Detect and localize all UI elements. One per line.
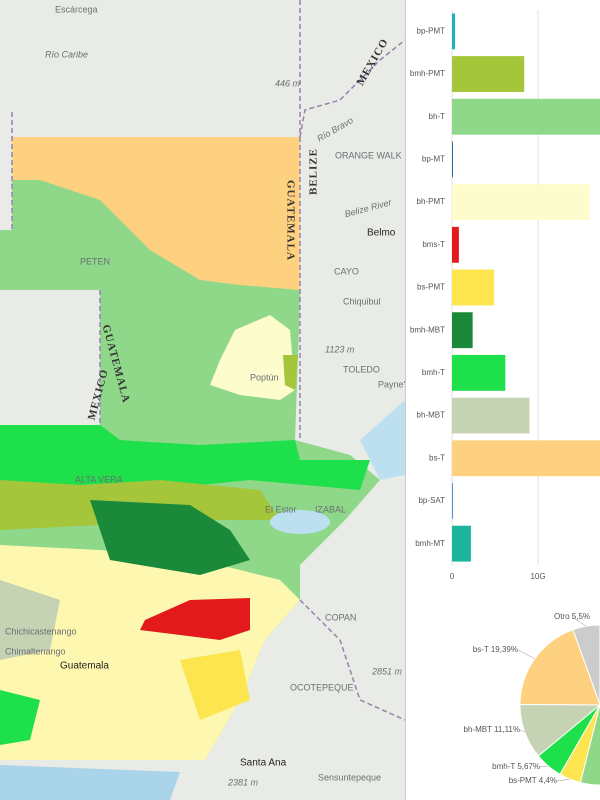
map-label: Chichicastenango	[5, 626, 77, 636]
zone-bmh-mbt	[90, 500, 250, 575]
bar	[452, 226, 459, 263]
bar	[452, 525, 471, 562]
border	[299, 39, 406, 138]
bar	[452, 56, 525, 92]
pie-slice	[519, 629, 600, 706]
y-tick-label: bh-PMT	[417, 197, 446, 206]
y-tick-label: bh-MBT	[417, 411, 446, 420]
charts: 0 10G bp-PMT bmh-PMT bh-T bp-MT bh-PMT bms-T bs-…	[410, 10, 600, 786]
map-label: Santa Ana	[240, 758, 287, 769]
map-label: 1123 m	[325, 344, 355, 354]
leader-line	[539, 765, 549, 768]
zone-bs-t	[12, 137, 300, 290]
bar	[452, 141, 453, 178]
map-label: Guatemala	[60, 661, 109, 672]
map-label: Chimaltenango	[5, 646, 66, 656]
zone-bh-mbt	[0, 580, 60, 660]
sea	[0, 765, 180, 800]
y-tick-label: bh-T	[429, 112, 446, 121]
border	[299, 599, 406, 721]
x-tick-label: 0	[450, 572, 455, 581]
map-label: OCOTEPEQUE	[290, 682, 354, 692]
map-label: PETEN	[80, 256, 110, 266]
y-tick-label: bp-MT	[422, 155, 445, 164]
map-label: 446 m	[275, 78, 301, 88]
y-tick-label: bmh-PMT	[410, 69, 445, 78]
map-label: COPAN	[325, 612, 356, 622]
pie-label: bmh-T 5,67%	[492, 762, 540, 771]
bar	[452, 440, 600, 477]
pie-label: bh-MBT 11,11%	[464, 725, 520, 734]
leader-line	[519, 729, 525, 733]
lake	[270, 510, 330, 534]
bar	[452, 312, 473, 349]
bar	[452, 184, 590, 221]
bar	[452, 98, 600, 135]
map-label: Chiquibul	[343, 296, 381, 306]
map-label: GUATEMALA	[284, 180, 296, 261]
map-label: Poptún	[250, 372, 279, 382]
y-tick-label: bmh-T	[422, 368, 445, 377]
bar	[452, 269, 495, 306]
x-tick-label: 10G	[530, 572, 545, 581]
zone-bmh-pmt	[283, 355, 298, 390]
pie-label: bs-T 19,39%	[473, 645, 518, 654]
map-label: ORANGE WALK	[335, 150, 402, 160]
bar	[452, 397, 530, 434]
zone-bh-pmt	[210, 315, 295, 400]
bar	[452, 13, 456, 50]
pie-slice	[579, 624, 600, 786]
map-label: BELIZE	[308, 148, 320, 195]
map-label: CAYO	[334, 266, 359, 276]
map-label: 2851 m	[371, 666, 403, 676]
y-tick-label: bs-PMT	[417, 283, 445, 292]
y-tick-label: bmh-MT	[415, 539, 445, 548]
y-tick-label: bp-PMT	[417, 26, 446, 35]
map-label: ALTA VERA	[75, 474, 123, 484]
zone-bmh-t	[0, 690, 40, 745]
bar	[452, 483, 453, 519]
leader-line	[556, 778, 570, 782]
zone-bmh-t	[0, 425, 370, 490]
pie-label: Otro 5,5%	[554, 612, 590, 621]
map-label: 2381 m	[227, 777, 259, 787]
zone-bs-pmt	[180, 650, 250, 720]
y-tick-label: bms-T	[422, 240, 445, 249]
y-tick-label: bmh-MBT	[410, 325, 445, 334]
map-label: El Estor	[265, 504, 297, 514]
map-label: Río Caribe	[45, 49, 88, 59]
map-label: Sensuntepeque	[318, 772, 381, 782]
map[interactable]: Escárcega Río Caribe 446 m MEXICO GUATEM…	[0, 0, 437, 800]
map-label: Escárcega	[55, 4, 98, 14]
map-label: IZABAL	[315, 504, 346, 514]
map-label: TOLEDO	[343, 364, 380, 374]
bay	[360, 400, 405, 480]
pie-label: bs-PMT 4,4%	[509, 776, 557, 785]
leader-line	[571, 616, 587, 627]
map-label: Belmo	[367, 228, 396, 239]
y-tick-label: bp-SAT	[418, 496, 445, 505]
leader-line	[517, 649, 535, 659]
zone-bms-t	[140, 598, 250, 640]
bar	[452, 354, 506, 391]
y-tick-label: bs-T	[429, 453, 445, 462]
